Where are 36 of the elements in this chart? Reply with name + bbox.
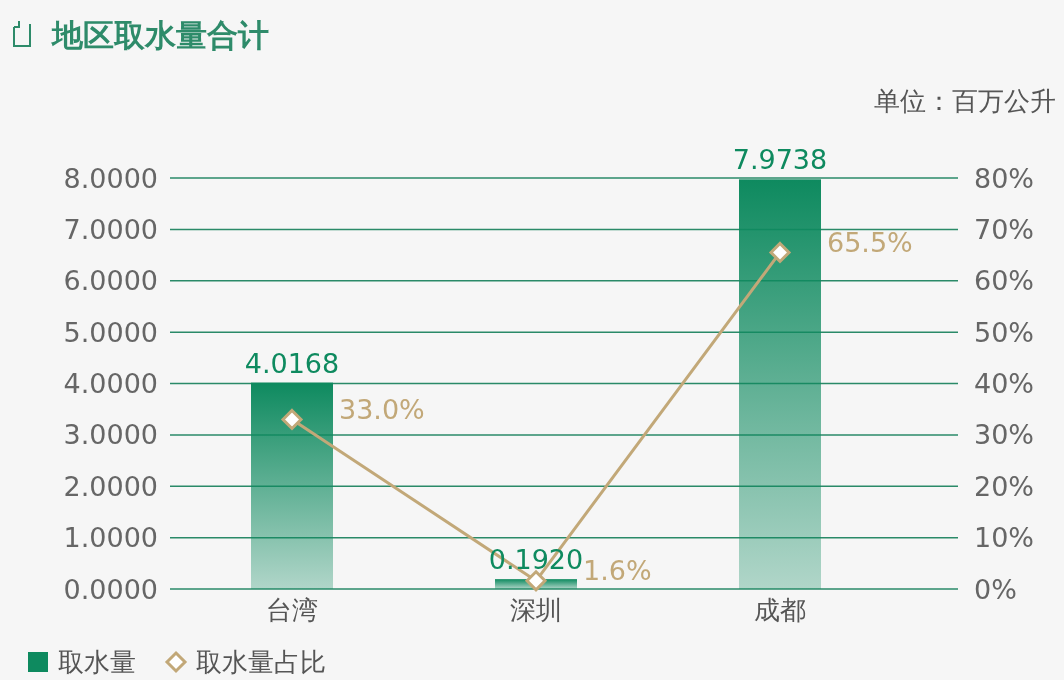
bar (739, 179, 821, 589)
data-label: 65.5% (827, 226, 913, 258)
chart-title: 地区取水量合计 (50, 17, 269, 53)
legend-label: 取水量占比 (196, 647, 326, 677)
x-tick-label: 成都 (754, 595, 806, 625)
point (769, 241, 791, 263)
text: 单位：百万公升 (874, 86, 1056, 116)
y-tick-label: 1.0000 (63, 522, 158, 554)
y2-tick-label: 50% (974, 316, 1035, 348)
y-tick-label: 4.0000 (63, 368, 158, 399)
y-tick-label: 3.0000 (63, 419, 158, 451)
y2-tick-label: 10% (974, 522, 1035, 554)
data-label: 4.0168 (244, 347, 340, 379)
y2-tick-label: 80% (974, 162, 1035, 194)
y2-tick-label: 60% (974, 265, 1035, 297)
x-tick-label: 台湾 (266, 595, 318, 625)
legend-label: 取水量 (58, 647, 136, 677)
data-label: 1.6% (583, 555, 652, 587)
y2-tick-label: 40% (974, 368, 1035, 399)
y-tick-label: 5.0000 (63, 316, 158, 348)
y-tick-label: 0.0000 (63, 573, 158, 605)
data-label: 0.1920 (488, 544, 584, 576)
data-label: 7.9738 (732, 144, 828, 176)
y2-tick-label: 20% (974, 470, 1035, 502)
y-tick-label: 6.0000 (63, 265, 158, 297)
point (525, 570, 547, 592)
y2-tick-label: 0% (974, 573, 1017, 605)
y2-tick-label: 30% (974, 419, 1035, 451)
bar (251, 382, 333, 589)
y-tick-label: 2.0000 (63, 470, 158, 502)
y-tick-label: 7.0000 (63, 213, 158, 245)
y-tick-label: 8.0000 (63, 162, 158, 194)
x-tick-label: 深圳 (510, 595, 562, 625)
data-label: 33.0% (339, 393, 425, 425)
y2-tick-label: 70% (974, 213, 1035, 245)
point (281, 408, 303, 430)
